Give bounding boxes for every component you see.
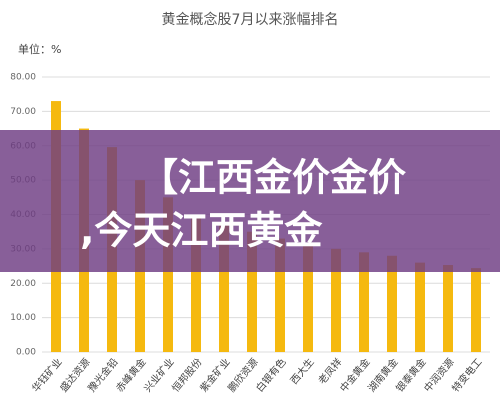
bar bbox=[443, 265, 453, 352]
y-tick-label: 0.00 bbox=[16, 348, 36, 358]
bar bbox=[359, 252, 369, 352]
y-tick-label: 70.00 bbox=[10, 107, 36, 117]
bar bbox=[331, 248, 341, 352]
bar bbox=[247, 231, 257, 352]
bar bbox=[415, 262, 425, 352]
y-tick-label: 10.00 bbox=[10, 313, 36, 323]
unit-label: 单位：% bbox=[18, 42, 61, 56]
chart-title: 黄金概念股7月以来涨幅排名 bbox=[162, 11, 339, 28]
bar bbox=[191, 214, 201, 352]
bar bbox=[303, 245, 313, 352]
banner-line: 【江西金价金价 bbox=[140, 156, 406, 200]
banner-line: ,今天江西黄金 bbox=[80, 209, 323, 253]
y-tick-label: 20.00 bbox=[10, 279, 36, 289]
bar bbox=[163, 197, 173, 352]
banner bbox=[0, 130, 500, 272]
bar bbox=[387, 255, 397, 352]
bar bbox=[275, 238, 285, 352]
bar bbox=[219, 224, 229, 352]
y-tick-label: 80.00 bbox=[10, 73, 36, 83]
bar bbox=[471, 268, 481, 352]
